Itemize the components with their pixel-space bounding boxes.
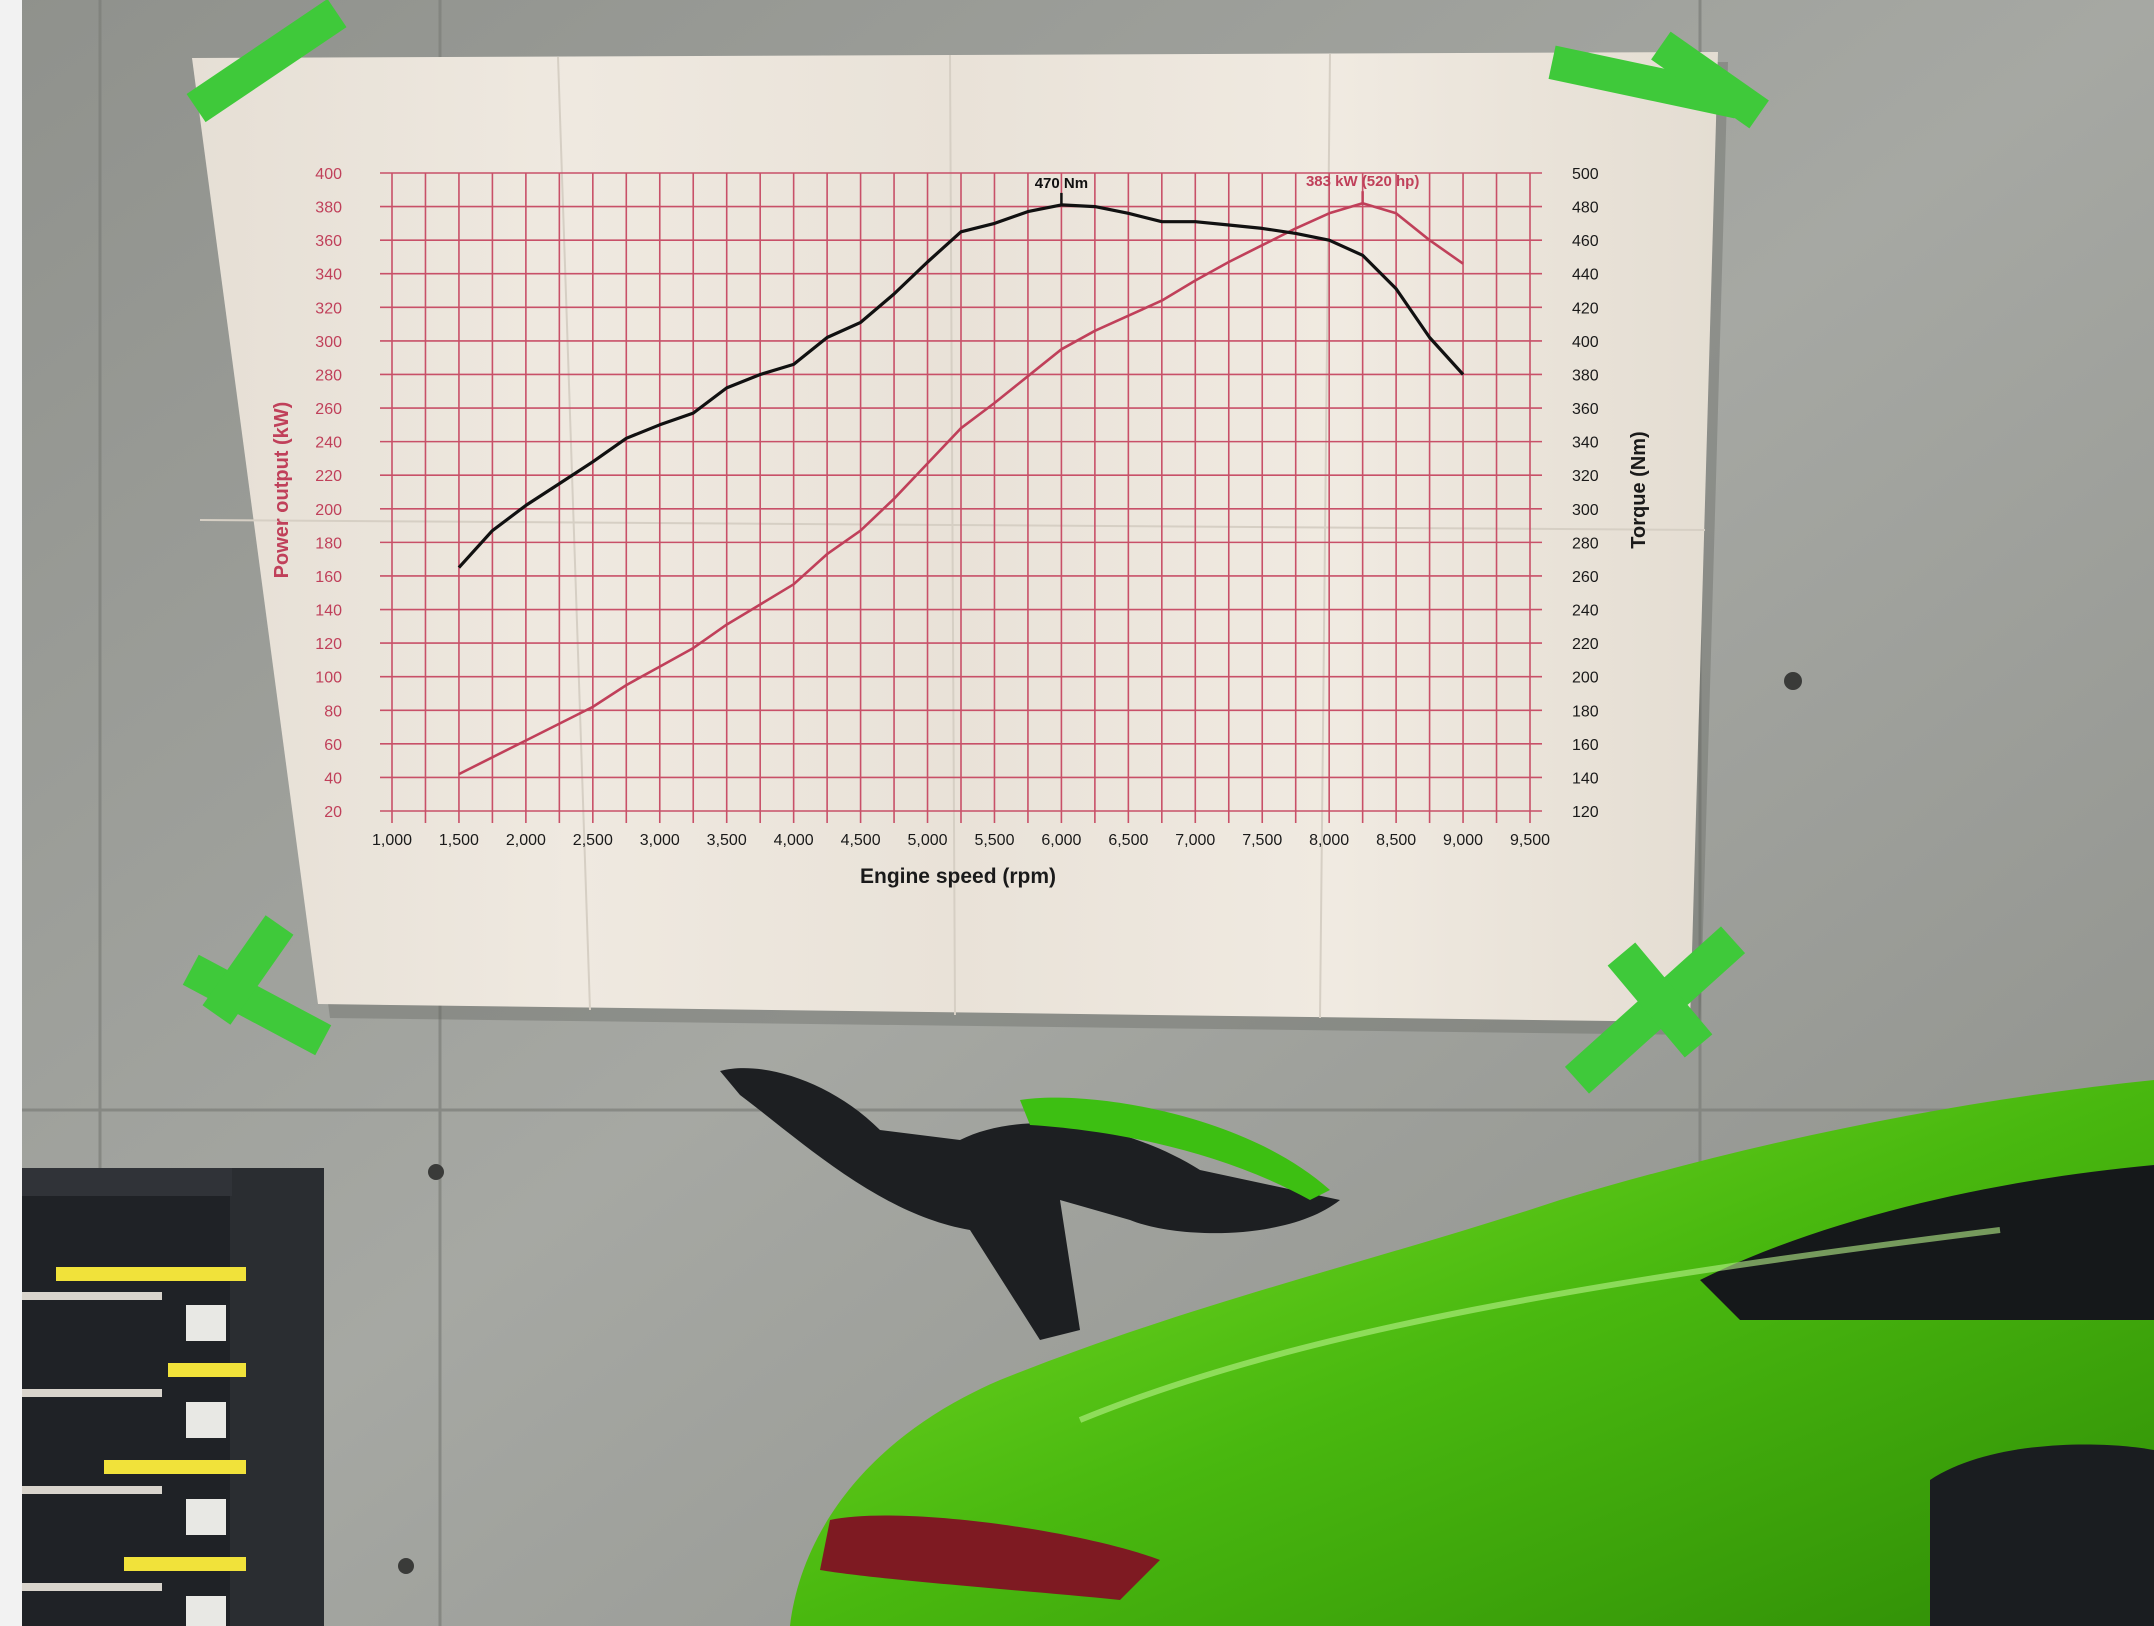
y-right-tick-label: 240 <box>1572 603 1599 620</box>
x-axis-label: Engine speed (rpm) <box>860 865 1056 888</box>
x-tick-label: 3,500 <box>707 832 747 849</box>
y-left-tick-label: 320 <box>315 300 342 317</box>
y-left-tick-label: 120 <box>315 636 342 653</box>
y-left-tick-label: 20 <box>324 804 342 821</box>
y-left-tick-labels: 20 40 60 80 100 120 140 160 180 200 220 240 260 280 30… <box>315 166 342 821</box>
y-left-tick-label: 300 <box>315 334 342 351</box>
y-right-tick-label: 320 <box>1572 468 1599 485</box>
tape-top-left <box>186 0 347 123</box>
torque-line <box>457 203 1465 569</box>
x-tick-label: 2,500 <box>573 832 613 849</box>
tape-bottom-right <box>1564 926 1746 1094</box>
y-right-tick-label: 220 <box>1572 636 1599 653</box>
y-left-tick-label: 340 <box>315 267 342 284</box>
y-left-tick-label: 100 <box>315 670 342 687</box>
x-tick-label: 5,500 <box>974 832 1014 849</box>
y-right-tick-labels: 120 140 160 180 200 220 240 260 280 300 320 340 360 3… <box>1572 166 1599 821</box>
x-tick-label: 1,000 <box>372 832 412 849</box>
tape-bottom-left <box>182 915 332 1056</box>
y-left-axis-label: Power output (kW) <box>271 402 293 579</box>
y-left-tick-label: 220 <box>315 468 342 485</box>
left-edge-strip <box>0 0 22 1626</box>
y-right-tick-label: 300 <box>1572 502 1599 519</box>
x-tick-label: 3,000 <box>640 832 680 849</box>
x-tick-label: 4,500 <box>841 832 881 849</box>
y-left-tick-label: 360 <box>315 233 342 250</box>
green-sports-car <box>720 1068 2154 1626</box>
x-tick-label: 7,000 <box>1175 832 1215 849</box>
x-tick-label: 7,500 <box>1242 832 1282 849</box>
torque-peak-label: 470 Nm <box>1035 175 1088 192</box>
wall-tie-holes <box>398 672 1802 1574</box>
y-left-tick-label: 160 <box>315 569 342 586</box>
chart-poster <box>192 52 1718 1022</box>
y-right-tick-label: 500 <box>1572 166 1599 183</box>
power-peak-label: 383 kW (520 hp) <box>1306 173 1419 190</box>
y-left-tick-label: 280 <box>315 367 342 384</box>
y-right-tick-label: 440 <box>1572 267 1599 284</box>
y-left-tick-label: 260 <box>315 401 342 418</box>
power-line <box>458 201 1464 776</box>
tape-top-right <box>1548 31 1769 129</box>
chart-annotations: 470 Nm 383 kW (520 hp) <box>1035 173 1419 205</box>
x-tick-label: 6,500 <box>1108 832 1148 849</box>
y-left-tick-label: 240 <box>315 435 342 452</box>
y-right-tick-label: 400 <box>1572 334 1599 351</box>
y-left-tick-label: 380 <box>315 200 342 217</box>
toolbox <box>22 1168 324 1626</box>
x-tick-label: 9,500 <box>1510 832 1550 849</box>
y-right-tick-label: 160 <box>1572 737 1599 754</box>
y-right-axis-label: Torque (Nm) <box>1628 431 1650 548</box>
y-left-tick-label: 200 <box>315 502 342 519</box>
x-tick-label: 1,500 <box>439 832 479 849</box>
y-right-tick-label: 140 <box>1572 770 1599 787</box>
y-right-tick-label: 260 <box>1572 569 1599 586</box>
y-left-tick-label: 140 <box>315 603 342 620</box>
y-left-tick-label: 40 <box>324 770 342 787</box>
y-right-tick-label: 340 <box>1572 435 1599 452</box>
y-left-tick-label: 60 <box>324 737 342 754</box>
x-tick-labels: 1,000 1,500 2,000 2,500 3,000 3,500 4,000 4,500… <box>372 832 1550 849</box>
x-tick-label: 9,000 <box>1443 832 1483 849</box>
y-left-tick-label: 80 <box>324 703 342 720</box>
y-right-tick-label: 180 <box>1572 703 1599 720</box>
y-right-tick-label: 280 <box>1572 535 1599 552</box>
y-left-tick-label: 400 <box>315 166 342 183</box>
y-left-tick-label: 180 <box>315 535 342 552</box>
x-tick-label: 5,000 <box>908 832 948 849</box>
y-right-tick-label: 480 <box>1572 200 1599 217</box>
y-right-tick-label: 120 <box>1572 804 1599 821</box>
y-right-tick-label: 360 <box>1572 401 1599 418</box>
y-right-tick-label: 460 <box>1572 233 1599 250</box>
y-right-tick-label: 380 <box>1572 367 1599 384</box>
chart-series <box>457 201 1465 776</box>
x-tick-label: 4,000 <box>774 832 814 849</box>
x-tick-label: 8,500 <box>1376 832 1416 849</box>
x-tick-label: 6,000 <box>1041 832 1081 849</box>
y-right-tick-label: 420 <box>1572 300 1599 317</box>
x-tick-label: 2,000 <box>506 832 546 849</box>
y-right-tick-label: 200 <box>1572 670 1599 687</box>
x-tick-label: 8,000 <box>1309 832 1349 849</box>
